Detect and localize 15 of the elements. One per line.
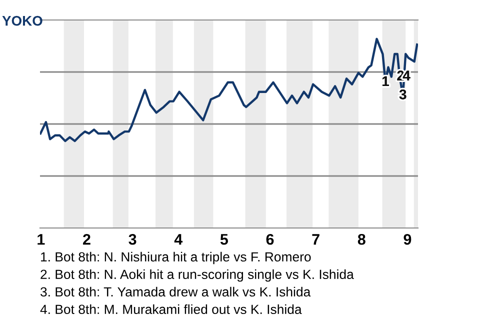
text: 2. Bot 8th: N. Aoki hit a run-scoring single vs K. Ishida — [40, 269, 354, 282]
x-tick-label: 2 — [83, 234, 90, 245]
y-axis-title: YOKO — [2, 16, 42, 26]
text: 4. Bot 8th: M. Murakami flied out vs K. Ishida — [40, 304, 302, 314]
text: 3. Bot 8th: T. Yamada drew a walk vs K. Ishida — [40, 286, 311, 297]
text: 1. Bot 8th: N. Nishiura hit a triple vs F. Romero — [41, 252, 311, 264]
x-tick-label: 7 — [312, 234, 320, 245]
x-tick-label: 4 — [174, 234, 183, 245]
x-tick-label: 5 — [220, 234, 228, 245]
x-tick-label: 3 — [128, 234, 136, 245]
x-tick-label: 1 — [38, 234, 45, 245]
x-tick-label: 8 — [358, 234, 366, 245]
x-tick-label: 6 — [266, 234, 274, 245]
annotation: 3 — [399, 90, 406, 100]
x-tick-label: 9 — [404, 234, 412, 245]
